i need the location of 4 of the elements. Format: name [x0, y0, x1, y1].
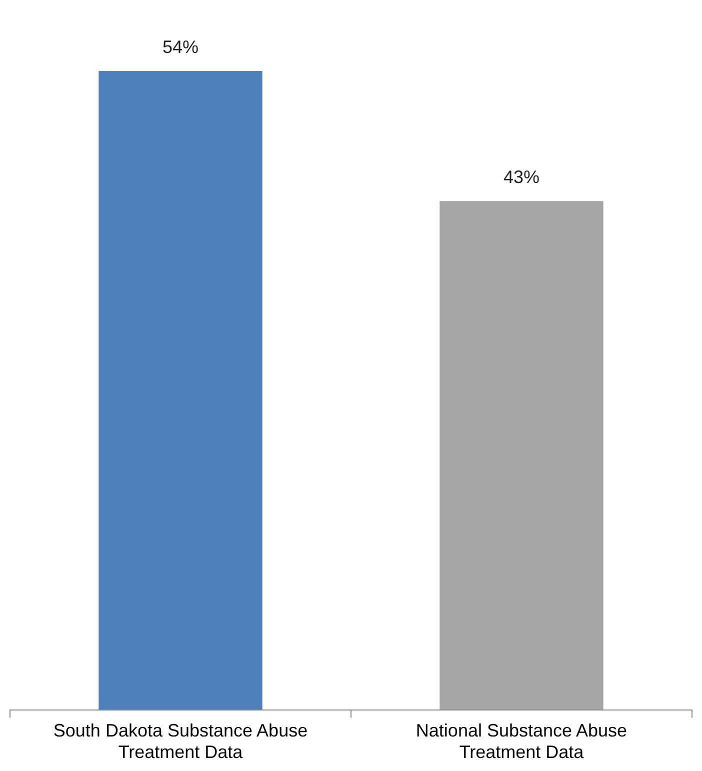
x-tick-label: South Dakota Substance Abuse Treatment Data	[53, 720, 308, 762]
x-tick-label: National Substance Abuse Treatment Data	[416, 720, 628, 762]
data-label: 54%	[162, 36, 199, 57]
data-label: 43%	[503, 167, 540, 188]
